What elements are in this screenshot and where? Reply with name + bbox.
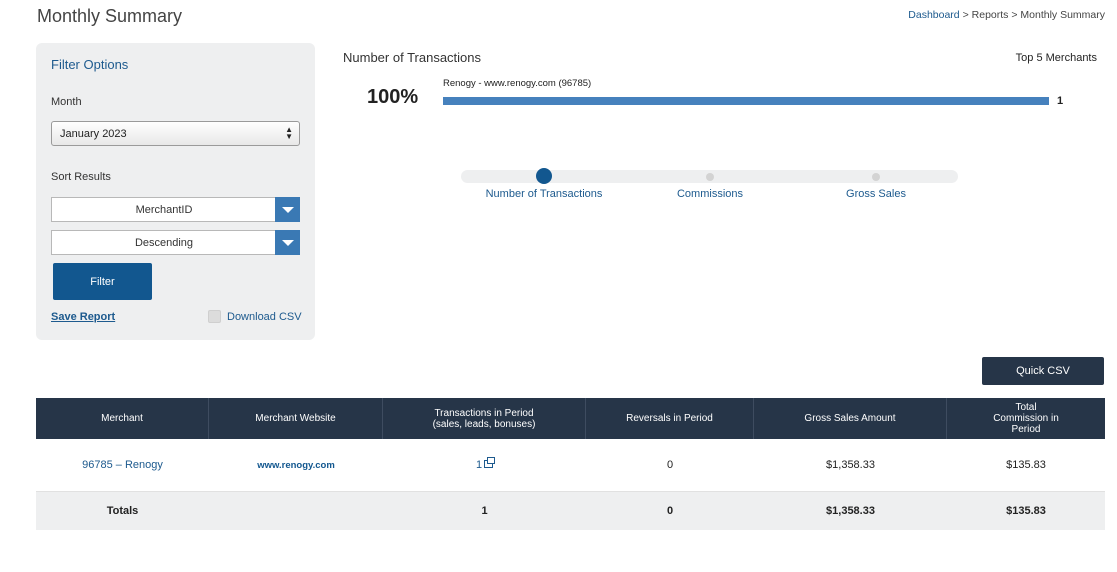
filter-title: Filter Options [51,57,129,72]
bar-track [443,97,1049,105]
slider-label-gross-sales[interactable]: Gross Sales [846,188,906,200]
col-gross-sales[interactable]: Gross Sales Amount [754,398,947,439]
slider-label-transactions[interactable]: Number of Transactions [485,188,603,200]
top-merchants-label: Top 5 Merchants [1015,52,1097,64]
col-reversals[interactable]: Reversals in Period [586,398,754,439]
sort-label: Sort Results [51,171,111,183]
summary-table: Merchant Merchant Website Transactions i… [36,398,1105,530]
transactions-cell[interactable]: 1 [383,439,586,491]
quick-csv-button[interactable]: Quick CSV [982,357,1104,385]
col-transactions[interactable]: Transactions in Period (sales, leads, bo… [383,398,586,439]
transactions-link[interactable]: 1 [475,459,483,471]
select-arrows-icon: ▲ ▼ [285,125,293,141]
filter-panel: Filter Options Month January 2023 ▲ ▼ Sor… [36,43,315,340]
reversals-cell: 0 [666,459,674,471]
month-select-value: January 2023 [60,128,127,140]
commission-cell: $135.83 [1006,459,1046,471]
slider-label-commissions[interactable]: Commissions [676,188,743,200]
chart-title: Number of Transactions [343,50,482,65]
table-header: Merchant Merchant Website Transactions i… [36,398,1105,439]
breadcrumb-current: Monthly Summary [1020,9,1105,21]
bar-value-label: 1 [1057,95,1064,107]
save-report-link[interactable]: Save Report [51,311,116,323]
breadcrumb-separator: > [1011,9,1018,21]
sort-by-value: MerchantID [135,204,193,216]
merchant-website-link[interactable]: www.renogy.com [257,459,335,471]
chevron-down-icon[interactable] [275,197,300,222]
gross-sales-cell: $1,358.33 [826,459,875,471]
slider-handle-transactions[interactable] [536,168,552,184]
sort-by-select[interactable]: MerchantID [51,197,300,222]
slider-stop-gross-sales[interactable] [872,173,880,181]
bar-mark [443,97,1049,105]
slider-stop-commissions[interactable] [706,173,714,181]
sort-order-value: Descending [134,237,194,249]
col-merchant-website[interactable]: Merchant Website [209,398,383,439]
totals-label: Totals [106,505,139,517]
chevron-down-icon[interactable] [275,230,300,255]
breadcrumb-reports: Reports [971,9,1009,21]
breadcrumb: Dashboard > Reports > Monthly Summary [908,9,1105,21]
merchant-link[interactable]: 96785 – Renogy [82,459,163,471]
page-title: Monthly Summary [37,6,183,26]
filter-button[interactable]: Filter [53,263,152,300]
external-link-icon[interactable] [484,457,496,468]
sort-order-select[interactable]: Descending [51,230,300,255]
col-total-commission[interactable]: Total Commission in Period [993,402,1059,435]
totals-commission: $135.83 [1006,505,1046,517]
percent-label: 100% [367,86,419,108]
download-csv-label[interactable]: Download CSV [227,311,302,323]
totals-gross-sales: $1,358.33 [826,505,875,517]
col-merchant[interactable]: Merchant [36,398,209,439]
month-label: Month [51,96,82,108]
breadcrumb-separator: > [962,9,969,21]
totals-website-cell [209,492,383,530]
breadcrumb-dashboard-link[interactable]: Dashboard [908,9,960,21]
totals-transactions: 1 [481,505,488,517]
table-row: 96785 – Renogy www.renogy.com 1 0 $1,358… [36,439,1105,492]
month-select[interactable]: January 2023 ▲ ▼ [51,121,300,146]
bar-category-label: Renogy - www.renogy.com (96785) [443,78,592,89]
totals-reversals: 0 [666,505,674,517]
totals-row: Totals 1 0 $1,358.33 $135.83 [36,492,1105,530]
download-csv-checkbox[interactable] [208,310,221,323]
